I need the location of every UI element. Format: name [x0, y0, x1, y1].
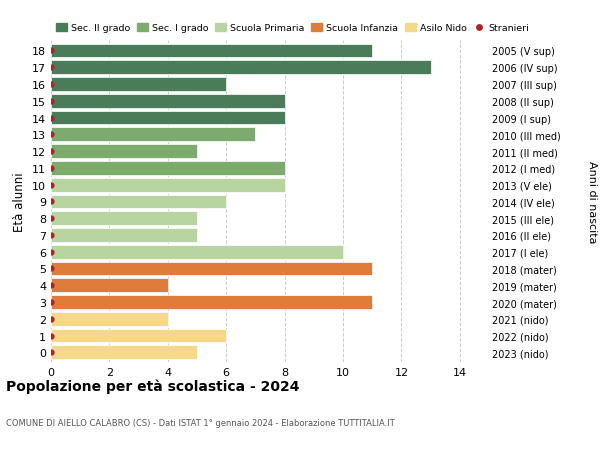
Bar [51, 112, 284, 125]
Bar [51, 296, 372, 309]
Bar [51, 329, 226, 343]
Bar [51, 162, 284, 175]
Bar [51, 262, 372, 276]
Bar [51, 312, 168, 326]
Bar [51, 212, 197, 225]
Bar [51, 245, 343, 259]
Text: COMUNE DI AIELLO CALABRO (CS) - Dati ISTAT 1° gennaio 2024 - Elaborazione TUTTIT: COMUNE DI AIELLO CALABRO (CS) - Dati IST… [6, 418, 395, 427]
Bar [51, 179, 284, 192]
Bar [51, 195, 226, 209]
Bar [51, 145, 197, 159]
Y-axis label: Età alunni: Età alunni [13, 172, 26, 232]
Bar [51, 279, 168, 292]
Bar [51, 346, 197, 359]
Bar [51, 61, 431, 75]
Text: Anni di nascita: Anni di nascita [587, 161, 597, 243]
Bar [51, 229, 197, 242]
Bar [51, 45, 372, 58]
Legend: Sec. II grado, Sec. I grado, Scuola Primaria, Scuola Infanzia, Asilo Nido, Stran: Sec. II grado, Sec. I grado, Scuola Prim… [56, 24, 529, 34]
Bar [51, 95, 284, 108]
Bar [51, 128, 256, 142]
Text: Popolazione per età scolastica - 2024: Popolazione per età scolastica - 2024 [6, 379, 299, 393]
Bar [51, 78, 226, 92]
